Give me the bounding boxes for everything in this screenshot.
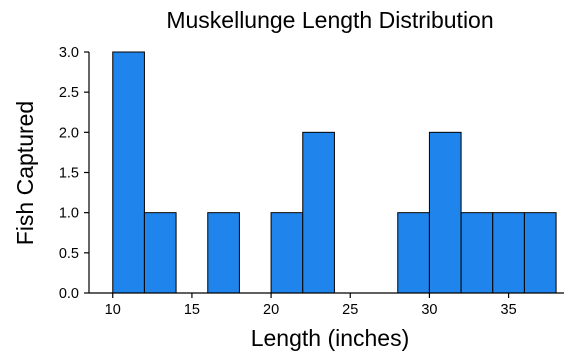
- y-tick-label: 3.0: [59, 45, 79, 61]
- x-tick-label: 35: [501, 302, 517, 318]
- y-ticks-group: 0.0 0.5 1.0 1.5 2.0 2.5 3.0: [59, 45, 89, 302]
- bars-group: [112, 51, 557, 294]
- histogram-bar-22-24: [302, 131, 335, 294]
- histogram-bar-20-22: [270, 212, 304, 294]
- y-tick-label: 2.5: [59, 85, 79, 101]
- y-tick-label: 0.0: [59, 286, 79, 302]
- x-tick-label: 15: [184, 302, 200, 318]
- x-tick-label: 30: [421, 302, 437, 318]
- x-tick-label: 20: [263, 302, 279, 318]
- histogram-bar-16-18: [207, 212, 240, 294]
- histogram-bar-36-38: [523, 212, 557, 294]
- chart-title: Muskellunge Length Distribution: [166, 7, 493, 33]
- y-axis-label: Fish Captured: [12, 101, 38, 245]
- histogram-bar-10-12: [112, 51, 145, 294]
- y-tick-label: 0.5: [59, 246, 79, 262]
- histogram-bar-12-14: [143, 212, 177, 294]
- y-tick-label: 1.5: [59, 166, 79, 182]
- x-ticks-group: 10 15 20 25 30 35: [105, 293, 517, 318]
- y-tick-label: 1.0: [59, 206, 79, 222]
- x-tick-label: 10: [105, 302, 121, 318]
- histogram-bar-32-34: [460, 212, 494, 294]
- histogram-bar-28-30: [397, 212, 430, 294]
- histogram-bar-34-36: [492, 212, 525, 294]
- histogram-bar-30-32: [428, 131, 462, 294]
- x-axis-label: Length (inches): [251, 325, 410, 351]
- x-tick-label: 25: [342, 302, 358, 318]
- y-tick-label: 2.0: [59, 125, 79, 141]
